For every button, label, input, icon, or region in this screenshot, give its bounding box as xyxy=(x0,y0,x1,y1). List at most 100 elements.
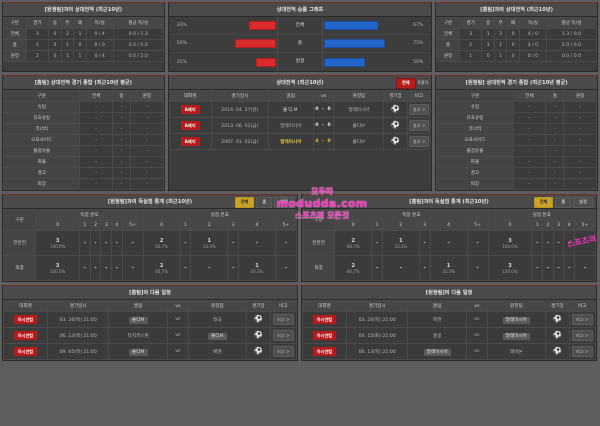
cell: - xyxy=(542,230,554,256)
home-bar xyxy=(249,21,276,30)
col-draw: 무 xyxy=(493,17,508,29)
note-cell[interactable]: 비고 > xyxy=(568,327,597,344)
panel-away-head-to-head: [원정팀]과의 상대전적 (최근10년) 구분 경기 승 무 패 득/실 평균 … xyxy=(2,2,165,72)
cell: - xyxy=(563,145,597,157)
col-conceded-0: 0 xyxy=(142,220,181,231)
match-history-tabs: 전체 5경기 xyxy=(395,77,429,89)
tab-all[interactable]: 전체 xyxy=(395,77,416,89)
away-team: 몰디브 xyxy=(333,133,385,150)
table-row[interactable]: 아시안컵 03. 26(목) 21:00 몰디브 vs 태국 ⚽ 비고 > xyxy=(3,311,298,328)
panel-title: [홈팀]의 다음 일정 xyxy=(3,286,297,300)
away-team-cell: 몰디브 xyxy=(187,327,248,344)
cell: - xyxy=(545,178,565,190)
stadium-cell[interactable]: ⚽ xyxy=(246,343,271,360)
table-row[interactable]: 아시안컵 03. 26(목) 21:00 북한 vs 말레이시아 ⚽ 비고 > xyxy=(302,311,597,328)
col-scored-2: 2 xyxy=(381,220,420,231)
result-link[interactable]: 결과 > xyxy=(408,120,430,131)
cell: - xyxy=(466,230,489,256)
note-cell[interactable]: 비고 > xyxy=(269,327,298,344)
soccer-ball-icon: ⚽ xyxy=(254,331,263,339)
col-gubun: 구분 xyxy=(3,17,27,29)
away-team: 예멘 xyxy=(187,343,248,360)
stadium-cell[interactable]: ⚽ xyxy=(246,327,271,344)
note-cell[interactable]: 비고 > xyxy=(269,311,298,328)
col-gubun: 구분 xyxy=(2,90,81,102)
row-label: 홈 xyxy=(3,39,27,51)
away-bar-track xyxy=(323,21,405,30)
tab-away[interactable]: 원정 xyxy=(573,196,593,208)
stadium-cell[interactable]: ⚽ xyxy=(383,101,408,118)
tab-home[interactable]: 홈 xyxy=(555,196,572,208)
note-cell[interactable]: 결과 > xyxy=(406,133,432,150)
cell: - xyxy=(79,123,114,135)
away-team: 몰디브 xyxy=(208,332,227,340)
table-header-row: 대회명 경기일시 홈팀 vs 원정팀 경기장 비고 xyxy=(302,300,597,312)
percent: 33.3% xyxy=(202,243,216,249)
cell: - xyxy=(179,230,192,256)
count: - xyxy=(536,265,539,271)
cell: 1 xyxy=(493,50,508,62)
row-label: 오프사이드 xyxy=(2,134,81,146)
note-link[interactable]: 비고 > xyxy=(273,346,294,357)
cell: - xyxy=(79,101,114,113)
tab-away[interactable]: 원정 xyxy=(274,196,294,208)
note-cell[interactable]: 비고 > xyxy=(568,311,597,328)
cell: - xyxy=(371,230,383,256)
stadium-cell[interactable]: ⚽ xyxy=(545,327,570,344)
stadium-cell[interactable]: ⚽ xyxy=(383,133,408,150)
note-link[interactable]: 비고 > xyxy=(572,314,593,325)
cell: 1 xyxy=(493,39,508,51)
col-scored-1: 1 xyxy=(79,220,91,231)
stadium-cell[interactable]: ⚽ xyxy=(246,311,271,328)
cell: 2 66.7% xyxy=(334,230,373,256)
cell: 2 xyxy=(493,28,508,40)
stadium-cell[interactable]: ⚽ xyxy=(545,311,570,328)
table-row[interactable]: A매치 2014. 04. 27(일) 몰디브 0 - 0 말레이시아 ⚽ 결과… xyxy=(168,101,432,118)
stadium-cell[interactable]: ⚽ xyxy=(545,343,570,360)
count: 2 xyxy=(159,262,164,269)
match-count: 5경기 xyxy=(417,79,429,85)
row-label: 오프사이드 xyxy=(436,134,514,146)
count: 2 xyxy=(159,237,164,244)
table-header-row: 대회명 경기일시 홈팀 vs 원정팀 경기장 비고 xyxy=(3,300,298,312)
note-cell[interactable]: 결과 > xyxy=(406,101,432,118)
table-row[interactable]: A매치 2013. 06. 01(금) 말레이시아 0 - 0 몰디브 ⚽ 결과… xyxy=(168,117,432,134)
note-cell[interactable]: 비고 > xyxy=(269,343,298,360)
result-link[interactable]: 결과 > xyxy=(408,104,430,115)
cell: - xyxy=(512,134,547,146)
home-bar-track xyxy=(195,21,277,30)
cell: 3 xyxy=(25,28,50,40)
note-cell[interactable]: 비고 > xyxy=(568,343,597,360)
note-link[interactable]: 비고 > xyxy=(273,330,294,341)
table-row[interactable]: 아시안컵 04. 15(토) 21:00 홍콩 vs 말레이시아 ⚽ 비고 > xyxy=(302,327,597,344)
table-row[interactable]: 아시안컵 06. 13(목) 21:00 말레이시아 vs 레바논 ⚽ 비고 > xyxy=(302,343,597,360)
cell: - xyxy=(112,101,132,113)
cell: - xyxy=(79,134,114,146)
count: - xyxy=(476,240,479,246)
tab-all[interactable]: 전체 xyxy=(234,196,255,208)
count: - xyxy=(557,240,560,246)
note-link[interactable]: 비고 > xyxy=(273,314,294,325)
col-away-team: 원정팀 xyxy=(333,90,385,102)
tab-all[interactable]: 전체 xyxy=(533,196,554,208)
note-link[interactable]: 비고 > xyxy=(572,346,593,357)
tab-home[interactable]: 홈 xyxy=(256,196,273,208)
table-row[interactable]: 아시안컵 06. 13(목) 21:00 타지키스탄 vs 몰디브 ⚽ 비고 > xyxy=(3,327,298,344)
table-row[interactable]: A매치 2007. 01. 02(금) 말레이시아 4 - 0 몰디브 ⚽ 결과… xyxy=(168,133,432,150)
table-row: 코너킥 - - - xyxy=(2,123,164,135)
cell: 2 66.7% xyxy=(142,230,181,256)
competition-cell: A매치 xyxy=(168,117,212,134)
table-row[interactable]: 아시안컵 09. 05(목) 21:00 몰디브 vs 예멘 ⚽ 비고 > xyxy=(3,343,298,360)
cell: 2 xyxy=(458,39,483,51)
note-cell[interactable]: 결과 > xyxy=(406,117,432,134)
result-link[interactable]: 결과 > xyxy=(408,136,430,147)
row-goal-distribution: [원정팀]과의 득실점 통계 (최근10년) 전체 홈 원정 구분 득점 분포 … xyxy=(2,194,598,282)
note-link[interactable]: 비고 > xyxy=(572,330,593,341)
soccer-ball-icon: ⚽ xyxy=(391,121,400,129)
cell: - xyxy=(542,255,554,281)
count: - xyxy=(83,265,86,271)
cell: - xyxy=(79,255,91,281)
cell: - xyxy=(512,112,547,124)
stadium-cell[interactable]: ⚽ xyxy=(383,117,408,134)
col-goals: 득/실 xyxy=(85,17,114,29)
